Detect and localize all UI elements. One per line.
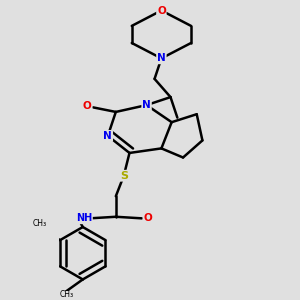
Text: N: N	[157, 53, 166, 63]
Text: CH₃: CH₃	[60, 290, 74, 299]
Text: O: O	[143, 213, 152, 224]
Text: N: N	[142, 100, 151, 110]
Text: NH: NH	[76, 213, 92, 224]
Text: N: N	[103, 131, 112, 141]
Text: CH₃: CH₃	[32, 219, 46, 228]
Text: S: S	[120, 171, 128, 181]
Text: O: O	[83, 101, 92, 111]
Text: O: O	[157, 5, 166, 16]
